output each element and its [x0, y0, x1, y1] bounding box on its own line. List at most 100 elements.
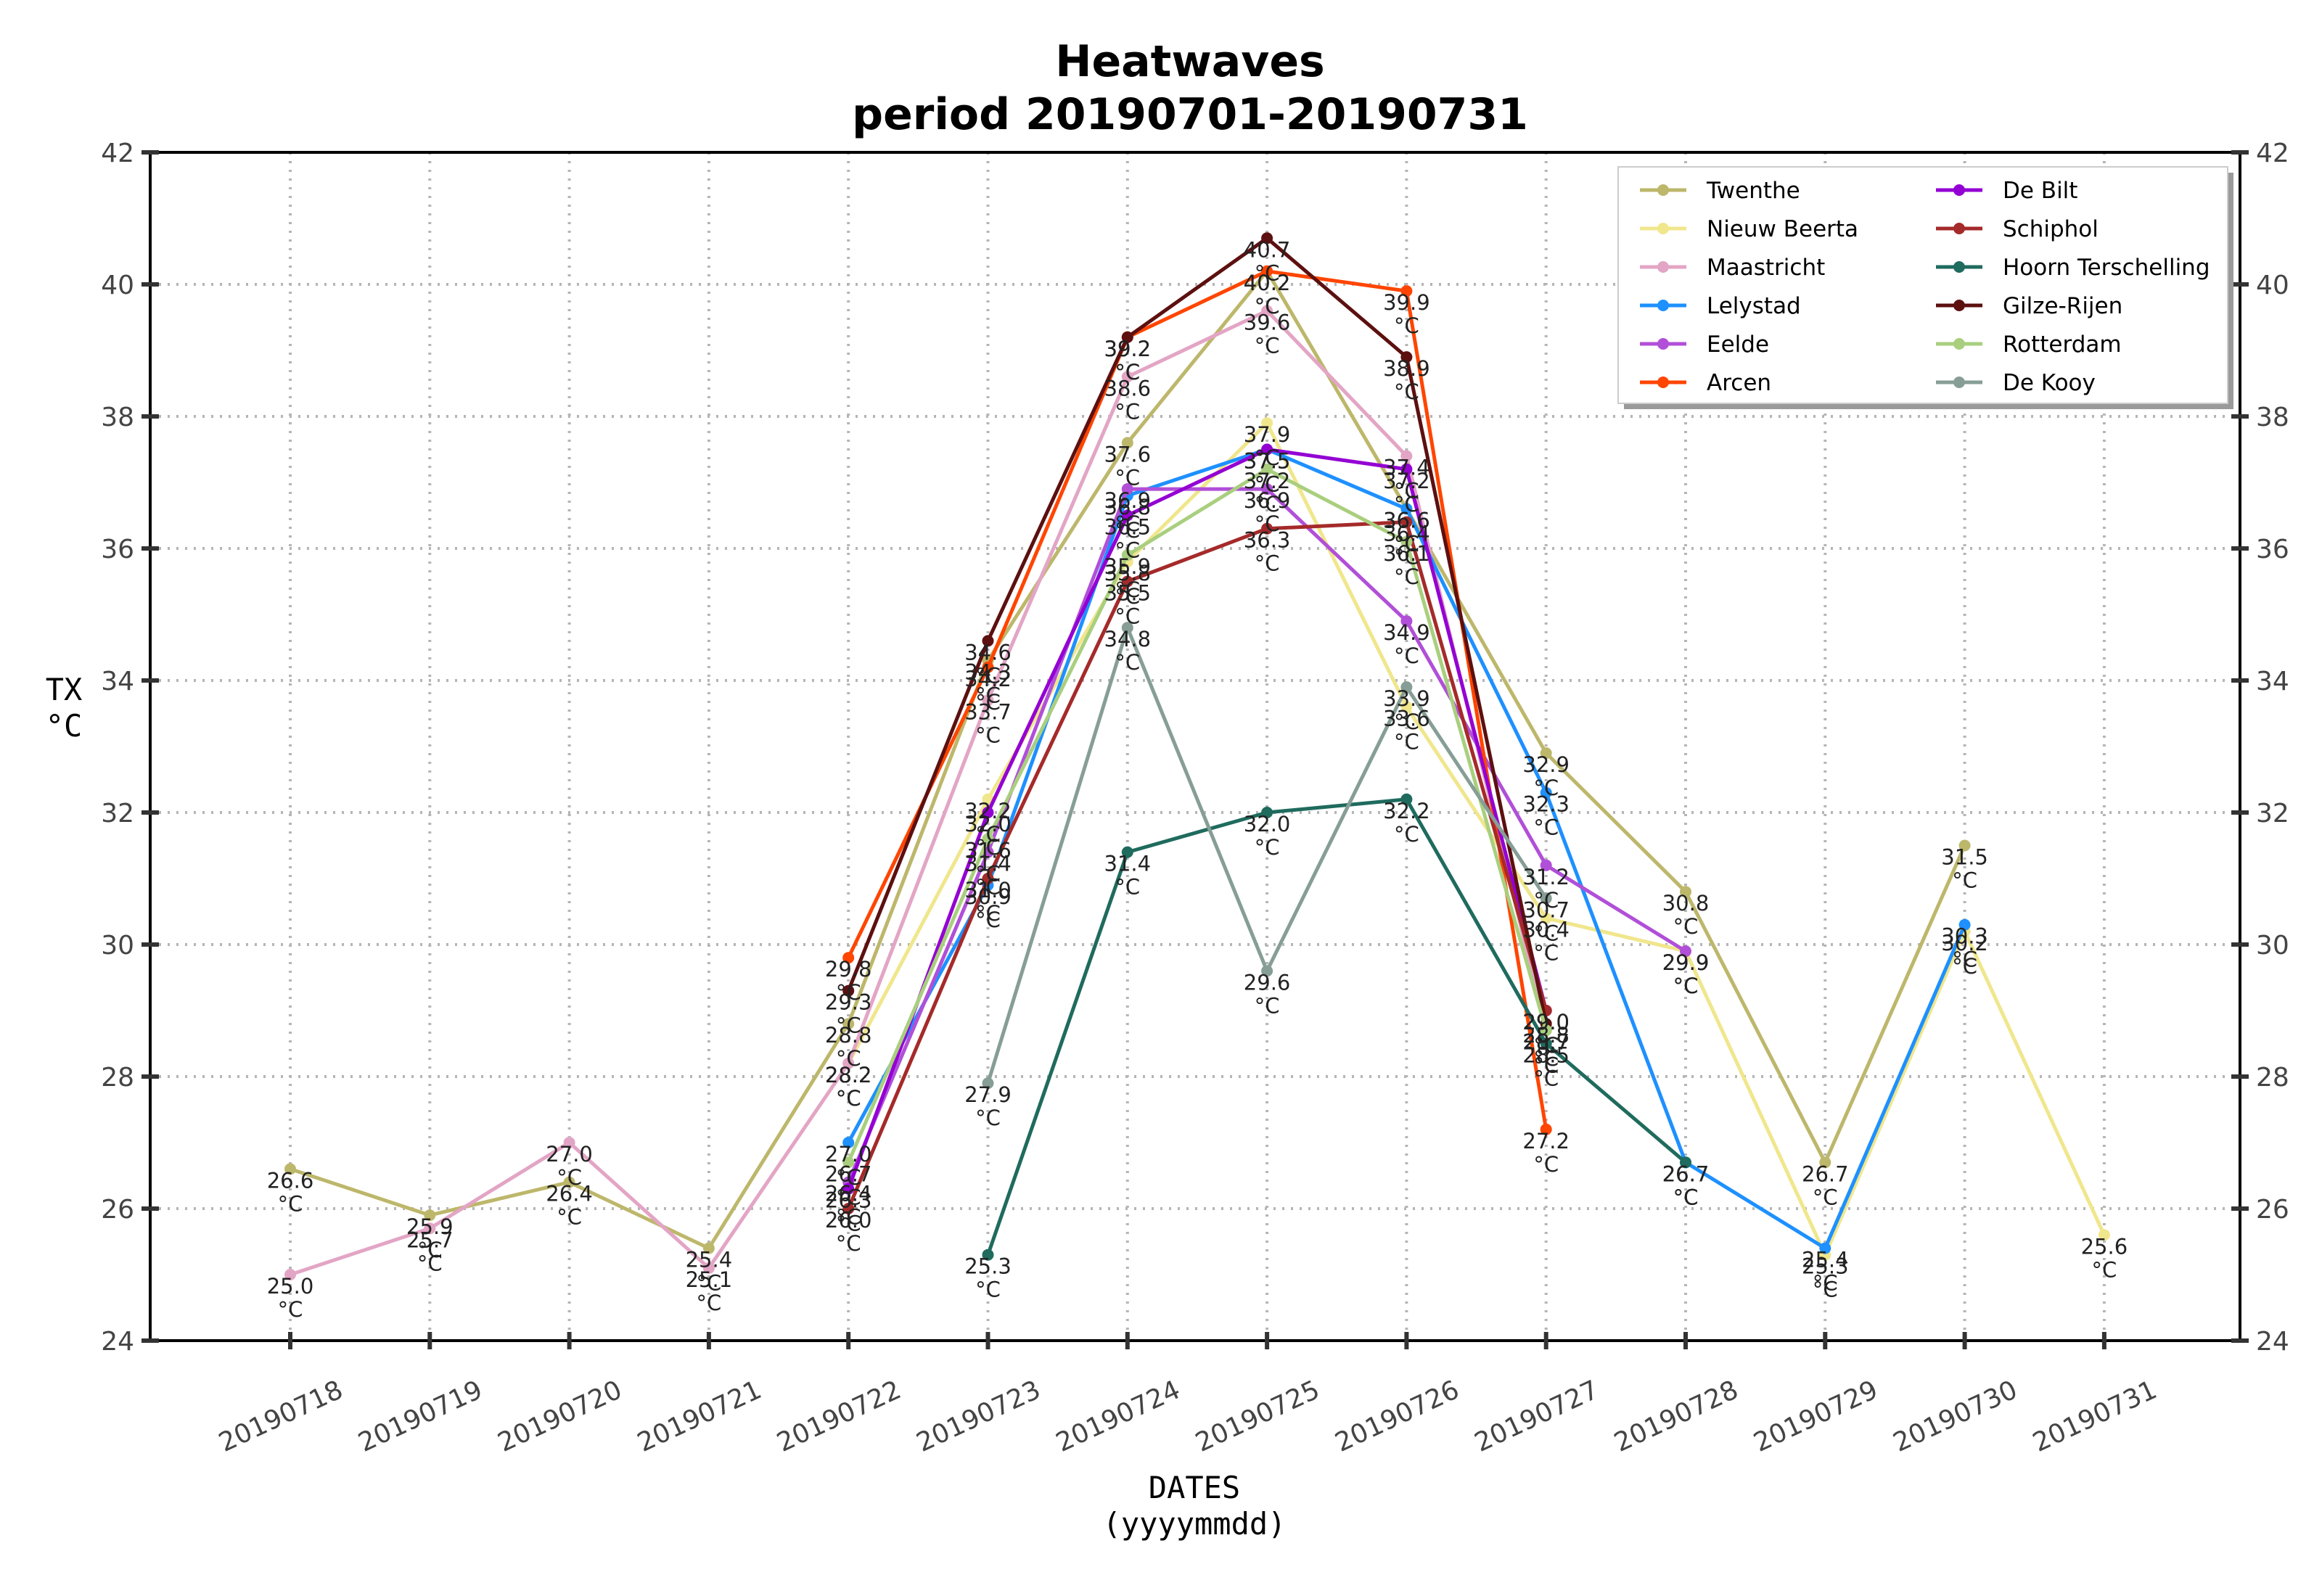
- data-point: [1261, 443, 1273, 456]
- data-label-unit: °C: [1394, 564, 1419, 589]
- data-label-unit: °C: [1533, 776, 1559, 800]
- legend-label: Gilze-Rijen: [2003, 293, 2122, 319]
- data-label-value: 30.2: [1941, 931, 1988, 955]
- series-line-6: [846, 448, 1548, 1190]
- data-point: [1540, 747, 1552, 760]
- data-label-value: 33.7: [964, 699, 1012, 724]
- legend-marker: [1953, 338, 1965, 350]
- data-label-unit: °C: [1115, 538, 1140, 563]
- data-label-unit: °C: [417, 1251, 443, 1275]
- data-point: [1540, 1037, 1552, 1050]
- data-label-value: 39.6: [1244, 310, 1291, 334]
- data-point: [1261, 522, 1273, 535]
- data-label-unit: °C: [1673, 914, 1699, 939]
- y-tick-label-right: 42: [2256, 139, 2289, 168]
- data-point: [1261, 463, 1273, 475]
- data-label-unit: °C: [975, 663, 1001, 688]
- data-label-unit: °C: [1394, 479, 1419, 503]
- data-label-value: 28.2: [825, 1063, 872, 1087]
- data-label-unit: °C: [1673, 974, 1699, 998]
- data-label-unit: °C: [975, 901, 1001, 926]
- series-line-10: [846, 467, 1548, 1164]
- data-label-unit: °C: [836, 980, 861, 1005]
- data-label-value: 37.6: [1104, 442, 1152, 466]
- data-point: [842, 1182, 855, 1195]
- data-label-value: 36.6: [1383, 508, 1430, 532]
- data-label-unit: °C: [1255, 445, 1280, 470]
- data-label-value: 38.6: [1104, 376, 1152, 400]
- data-point: [1261, 305, 1273, 317]
- legend-marker: [1953, 300, 1965, 311]
- legend-item: Eelde: [1640, 332, 1769, 358]
- legend-label: Maastricht: [1707, 255, 1825, 281]
- data-label-unit: °C: [1394, 643, 1419, 668]
- chart-title: Heatwaves: [1055, 36, 1325, 87]
- data-point: [842, 1156, 855, 1169]
- data-label-value: 31.4: [1104, 852, 1152, 876]
- data-label-unit: °C: [1115, 584, 1140, 609]
- data-label-unit: °C: [1813, 1185, 1838, 1209]
- grid-lines: [150, 152, 2240, 1341]
- data-label-unit: °C: [557, 1205, 582, 1230]
- legend-item: Lelystad: [1640, 293, 1801, 319]
- data-point: [1121, 331, 1133, 343]
- data-point: [563, 1137, 575, 1148]
- data-point: [842, 1137, 855, 1148]
- data-label-value: 25.3: [964, 1254, 1012, 1279]
- x-tick-label: 20190718: [214, 1375, 347, 1458]
- y-axis-title: TX: [46, 672, 83, 707]
- data-label-unit: °C: [1533, 1053, 1559, 1077]
- x-axis-subtitle: (yyyymmdd): [1103, 1506, 1287, 1542]
- data-label-unit: °C: [975, 822, 1001, 847]
- data-point: [1819, 1242, 1831, 1254]
- data-label-unit: °C: [1115, 650, 1140, 675]
- data-label-unit: °C: [1255, 294, 1280, 318]
- data-point: [1958, 839, 1971, 852]
- data-label-unit: °C: [1394, 492, 1419, 517]
- legend-label: Schiphol: [2003, 216, 2099, 242]
- data-point: [1121, 846, 1133, 858]
- data-label-unit: °C: [1394, 379, 1419, 404]
- data-label-unit: °C: [1255, 551, 1280, 576]
- legend-label: Rotterdam: [2003, 332, 2122, 358]
- x-tick-label: 20190726: [1331, 1375, 1464, 1458]
- data-label-value: 28.7: [1522, 1029, 1570, 1054]
- data-label-value: 34.9: [1383, 620, 1430, 645]
- data-point: [1400, 516, 1413, 528]
- x-axis-title: DATES: [1149, 1470, 1240, 1505]
- legend-label: Nieuw Beerta: [1707, 216, 1858, 242]
- data-point: [702, 1262, 715, 1274]
- legend-label: Lelystad: [1707, 293, 1801, 319]
- data-label-unit: °C: [1813, 1278, 1838, 1302]
- data-label-value: 27.2: [1522, 1129, 1570, 1153]
- y-tick-label-right: 26: [2256, 1195, 2289, 1225]
- y-tick-label-right: 32: [2256, 799, 2289, 828]
- data-label-value: 33.6: [1383, 706, 1430, 731]
- legend: Twenthe Nieuw Beerta Maastricht Lelystad Eel…: [1617, 166, 2233, 409]
- data-label-value: 30.9: [964, 884, 1012, 909]
- data-point: [842, 952, 855, 964]
- data-label-unit: °C: [1115, 604, 1140, 629]
- data-label-unit: °C: [1394, 709, 1419, 734]
- data-label-value: 30.8: [1662, 891, 1710, 916]
- data-label-value: 35.9: [1104, 554, 1152, 579]
- x-tick-label: 20190730: [1889, 1375, 2022, 1458]
- data-label-value: 25.4: [1802, 1248, 1849, 1272]
- data-label-value: 29.3: [825, 990, 872, 1015]
- legend-marker: [1953, 223, 1965, 234]
- data-label-value: 25.7: [406, 1227, 454, 1252]
- data-label-unit: °C: [1394, 822, 1419, 847]
- data-label-value: 39.2: [1104, 337, 1152, 361]
- data-label-value: 33.9: [1383, 686, 1430, 711]
- data-label-value: 29.0: [1522, 1010, 1570, 1034]
- data-point: [284, 1163, 296, 1175]
- legend-marker: [1657, 377, 1669, 388]
- series-line-1: [846, 421, 2106, 1257]
- data-point: [1540, 1024, 1552, 1037]
- series-line-5: [846, 269, 1548, 1130]
- data-label-unit: °C: [278, 1191, 303, 1216]
- data-point: [1400, 701, 1413, 713]
- data-label-value: 26.4: [546, 1182, 593, 1206]
- data-label-value: 28.7: [1522, 1029, 1570, 1054]
